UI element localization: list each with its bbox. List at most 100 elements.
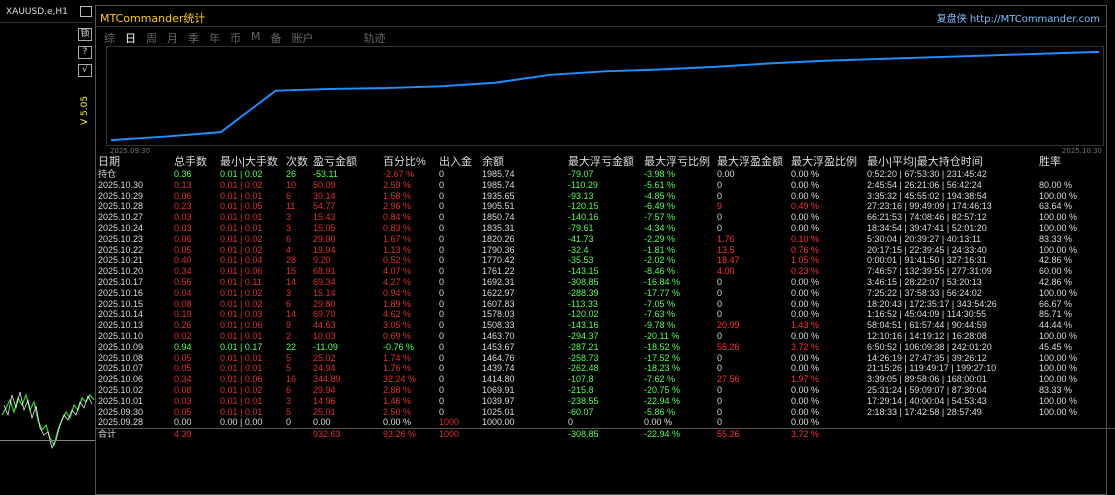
table-cell: 0 xyxy=(439,255,445,266)
brand-link[interactable]: 复盘侠 http://MTCommander.com xyxy=(936,14,1100,25)
table-cell: 0.01 | 0.17 xyxy=(220,341,263,352)
table-row: 2025.10.13 0.26 0.01 | 0.06 9 44.63 3.05 % 0 15… xyxy=(96,320,1115,331)
table-cell: 2025.10.02 xyxy=(98,384,144,395)
candles-area xyxy=(1,391,95,450)
table-cell: 2025.09.28 xyxy=(98,417,144,428)
table-cell: 5 xyxy=(286,363,292,374)
table-cell: 100.00 % xyxy=(1039,395,1078,406)
table-cell: -22.94 % xyxy=(642,428,715,440)
tab-5[interactable]: 年 xyxy=(209,32,220,45)
tab-6[interactable]: 币 xyxy=(230,32,241,45)
table-cell: 66.67 % xyxy=(1039,298,1073,309)
window-button[interactable] xyxy=(80,6,92,17)
table-cell: 1000 xyxy=(439,417,460,428)
table-cell: -79.07 xyxy=(568,169,594,179)
table-cell: -2.02 % xyxy=(644,255,676,266)
table-row: 2025.10.27 0.03 0.01 | 0.01 3 15.43 0.84 % 0 18… xyxy=(96,212,1115,223)
table-cell: -140.16 xyxy=(568,212,599,223)
table-cell: 0.08 xyxy=(174,298,192,309)
table-cell: -17.52 % xyxy=(644,352,681,363)
table-row: 2025.10.06 0.34 0.01 | 0.06 16 344.89 32.24 %… xyxy=(96,374,1115,385)
table-cell: 0.01 | 0.04 xyxy=(220,255,263,266)
table-cell: 932.63 xyxy=(311,428,381,440)
table-cell: -11.09 xyxy=(313,341,338,352)
table-cell: 1.46 % xyxy=(383,395,412,406)
table-cell: 0.00 xyxy=(717,169,735,179)
table-header-row: 日期 总手数 最小|大手数 次数 盈亏金额 百分比% 出入金 余额 最大浮亏金额 最大浮亏比例 最大… xyxy=(96,156,1115,169)
table-cell: 0 xyxy=(439,406,445,417)
table-cell: -18.52 % xyxy=(644,341,681,352)
table-cell: 0.00 % xyxy=(791,417,820,428)
table-cell: 0.55 xyxy=(174,276,192,287)
table-row: 持仓 0.36 0.01 | 0.02 26 -53.11 -2.67 % 0 1985.74… xyxy=(96,169,1115,180)
table-cell: 0.23 % xyxy=(791,266,820,277)
table-cell: 7:46:57 | 132:39:55 | 277:31:09 xyxy=(867,266,992,277)
table-cell: 0 xyxy=(717,395,723,406)
tab-3[interactable]: 月 xyxy=(167,32,178,45)
tab-2[interactable]: 周 xyxy=(146,32,157,45)
table-cell: -20.75 % xyxy=(644,384,681,395)
table-cell: 0.01 | 0.01 xyxy=(220,352,263,363)
table-cell: 4.27 % xyxy=(383,276,412,287)
tab-1[interactable]: 日 xyxy=(125,32,136,45)
column-header: 余额 xyxy=(482,156,504,168)
table-cell: 2.96 % xyxy=(383,201,412,212)
symbol-bar[interactable]: XAUUSD.e,H1 xyxy=(0,0,92,23)
table-cell: 1453.67 xyxy=(482,341,515,352)
table-cell: 1.76 % xyxy=(383,363,412,374)
table-cell: -120.15 xyxy=(568,201,599,212)
table-cell: -7.62 % xyxy=(644,374,676,385)
table-cell: 0.94 xyxy=(174,341,192,352)
column-header: 总手数 xyxy=(174,156,207,168)
table-cell: 0.01 | 0.01 xyxy=(220,222,263,233)
table-cell: 2025.10.29 xyxy=(98,190,144,201)
table-cell: 0.34 xyxy=(174,374,192,385)
lock-button[interactable]: 锁 xyxy=(78,28,92,41)
table-cell: 7:25:22 | 37:58:33 | 56:24:02 xyxy=(867,287,982,298)
table-cell: -53.11 xyxy=(313,169,338,179)
table-cell: 66:21:53 | 74:08:46 | 82:57:12 xyxy=(867,212,987,223)
table-cell: 44.44 % xyxy=(1039,320,1073,331)
table-cell: 2025.10.07 xyxy=(98,363,144,374)
table-cell: 2025.10.06 xyxy=(98,374,144,385)
table-cell: 1.74 % xyxy=(383,352,412,363)
table-cell: 2025.10.13 xyxy=(98,320,144,331)
version-label: V 5.05 xyxy=(80,95,90,125)
column-header: 盈亏金额 xyxy=(313,156,357,168)
table-cell: -8.46 % xyxy=(644,266,676,277)
table-cell: 3:46:15 | 28:22:07 | 53:20:13 xyxy=(867,276,982,287)
table-cell: 0.13 xyxy=(174,179,192,190)
tab-9[interactable]: 账户 xyxy=(291,32,314,45)
table-cell: -22.94 % xyxy=(644,395,681,406)
table-cell: -238.55 xyxy=(568,395,599,406)
table-cell: 2025.10.14 xyxy=(98,309,144,320)
table-cell: 0 xyxy=(717,276,723,287)
table-cell: 9 xyxy=(286,320,292,331)
tab-7[interactable]: M xyxy=(251,30,261,43)
table-cell: 0 xyxy=(717,330,723,341)
table-cell: 0:00:01 | 91:41:50 | 327:16:31 xyxy=(867,255,987,266)
table-cell: 15.05 xyxy=(313,222,336,233)
table-cell: 3 xyxy=(286,222,292,233)
equity-start-date: 2025.09.30 xyxy=(110,147,151,155)
table-cell: -16.84 % xyxy=(644,276,681,287)
tab-8[interactable]: 备 xyxy=(270,32,282,45)
tab-10[interactable]: 轨迹 xyxy=(363,32,386,45)
help-button[interactable]: ? xyxy=(78,46,92,59)
table-cell: 5:30:04 | 20:39:27 | 40:13:11 xyxy=(867,233,982,244)
table-cell: 54.77 xyxy=(313,201,336,212)
table-cell: 17:29:14 | 40:00:04 | 54:53:43 xyxy=(867,395,987,406)
table-cell: 15.43 xyxy=(313,212,336,223)
table-cell: 0.94 % xyxy=(383,287,412,298)
table-cell: 2025.10.16 xyxy=(98,287,144,298)
table-cell: 0.08 xyxy=(174,384,192,395)
table-cell: -5.86 % xyxy=(644,406,676,417)
tab-4[interactable]: 季 xyxy=(188,32,199,45)
table-cell xyxy=(218,428,284,440)
table-cell: 25.02 xyxy=(313,352,336,363)
table-cell: 0.06 xyxy=(174,190,192,201)
table-row: 2025.09.30 0.05 0.01 | 0.01 5 25.01 2.50 % 0 10… xyxy=(96,407,1115,418)
table-cell: -6.49 % xyxy=(644,201,676,212)
tab-0[interactable]: 综 xyxy=(104,32,115,45)
check-button[interactable]: √ xyxy=(78,64,92,77)
